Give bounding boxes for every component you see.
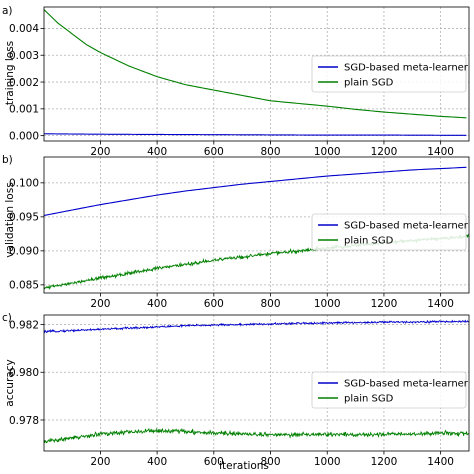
panel-b-x-tick-label: 800 (261, 298, 281, 310)
panel-b-legend: SGD-based meta-learner plain SGD (311, 213, 469, 251)
panel-b-y-tick-label: 0.090 (9, 246, 39, 258)
panel-b-y-tick-label: 0.095 (9, 212, 39, 224)
panel-a-legend-box (311, 55, 467, 93)
panel-a-grid (44, 7, 469, 141)
panel-a-x-tick-label: 800 (261, 146, 281, 158)
panel-b-plot: 200 400 600 800 1000 1200 1400 0.085 0.090 0.095… (9, 156, 470, 310)
panel-a-y-ticks: 0.000 0.001 0.002 0.003 0.004 (9, 23, 44, 142)
panel-a-legend-label: plain SGD (344, 78, 394, 89)
panel-c-x-tick-label: 1000 (314, 456, 341, 468)
panel-b: b) 200 400 600 800 1000 1200 1400 0.0850.0900.… (2, 154, 470, 310)
panel-a-legend: SGD-based meta-learner plain SGD (311, 55, 469, 93)
panel-c-x-tick-label: 800 (261, 456, 281, 468)
panel-c-x-axis-label: iterations (219, 460, 269, 472)
panel-c-x-tick-label: 1400 (427, 456, 454, 468)
panel-c-frame (43, 314, 470, 452)
panel-a-y-tick-label: 0.001 (9, 104, 39, 116)
panel-c-series (44, 319, 469, 444)
panel-a-series (44, 9, 467, 136)
panel-a: a) 200 400 600 800 1000 1200 1400 0.0000.0010.… (2, 5, 470, 158)
panel-c-x-tick-label: 600 (204, 456, 224, 468)
panel-a-y-tick-label: 0.003 (9, 50, 39, 62)
panel-b-x-tick-label: 200 (90, 298, 110, 310)
panel-a-label: a) (2, 5, 13, 17)
panel-b-frame (43, 156, 470, 294)
panel-b-x-tick-label: 1400 (427, 298, 454, 310)
panel-a-y-tick-label: 0.000 (9, 130, 39, 142)
panel-c-y-ticks: 0.978 0.980 0.982 (9, 319, 44, 427)
panel-c-x-tick-label: 1200 (371, 456, 398, 468)
panel-a-x-tick-label: 1000 (314, 146, 341, 158)
panel-b-legend-label: SGD-based meta-learner (344, 221, 469, 232)
panel-b-y-tick-label: 0.100 (9, 178, 39, 190)
panel-c-legend-label: plain SGD (344, 394, 394, 405)
panel-c-x-ticks: 200 400 600 800 1000 1200 1400 (90, 451, 454, 468)
panel-a-frame (43, 6, 470, 142)
panel-a-series-plain-sgd-line (44, 9, 467, 119)
panel-c-y-tick-label: 0.982 (9, 319, 39, 331)
panel-a-x-ticks: 200 400 600 800 1000 1200 1400 (90, 141, 454, 158)
panel-a-x-tick-label: 1200 (371, 146, 398, 158)
panel-c-legend-label: SGD-based meta-learner (344, 379, 469, 390)
panel-b-x-tick-label: 1000 (314, 298, 341, 310)
panel-a-x-tick-label: 1400 (427, 146, 454, 158)
panel-b-x-tick-label: 600 (204, 298, 224, 310)
panel-a-x-tick-label: 600 (204, 146, 224, 158)
panel-a-series-meta-learner-line (44, 133, 467, 136)
panel-c-series-meta-learner-line (44, 319, 469, 334)
panel-a-x-tick-label: 200 (90, 146, 110, 158)
panel-a-y-tick-label: 0.002 (9, 77, 39, 89)
panel-b-y-ticks: 0.085 0.090 0.095 0.100 (9, 178, 44, 292)
panel-b-y-tick-label: 0.085 (9, 280, 39, 292)
panel-b-series-meta-learner-line (44, 166, 467, 217)
panel-c: c) 200 400 600 800 1000 1200 1400 0.9780.9800.… (2, 312, 470, 472)
panel-c-label: c) (2, 312, 12, 324)
panel-c-y-axis-label: accuracy (4, 359, 16, 406)
panel-b-label: b) (2, 154, 13, 166)
panel-c-x-tick-label: 400 (147, 456, 167, 468)
panel-b-legend-box (311, 213, 467, 251)
panel-c-x-tick-label: 200 (90, 456, 110, 468)
panel-b-x-ticks: 200 400 600 800 1000 1200 1400 (90, 293, 454, 310)
panel-a-y-tick-label: 0.004 (9, 23, 39, 35)
panel-c-y-tick-label: 0.980 (9, 367, 39, 379)
panel-c-legend-box (311, 371, 467, 409)
panel-b-legend-label: plain SGD (344, 236, 394, 247)
panel-b-x-tick-label: 1200 (371, 298, 398, 310)
panel-a-plot: 200 400 600 800 1000 1200 1400 0.000 0.001 0.002… (9, 6, 470, 158)
panel-a-x-tick-label: 400 (147, 146, 167, 158)
panel-c-series-plain-sgd-line (44, 427, 469, 444)
panel-c-legend: SGD-based meta-learner plain SGD (311, 371, 469, 409)
panel-c-y-tick-label: 0.978 (9, 415, 39, 427)
panel-b-y-axis-label: validation loss (4, 182, 16, 257)
panel-b-x-tick-label: 400 (147, 298, 167, 310)
panel-c-plot: 200 400 600 800 1000 1200 1400 0.978 0.980 0.982 (9, 314, 470, 468)
panel-a-y-axis-label: training loss (4, 41, 16, 105)
panel-a-legend-label: SGD-based meta-learner (344, 63, 469, 74)
